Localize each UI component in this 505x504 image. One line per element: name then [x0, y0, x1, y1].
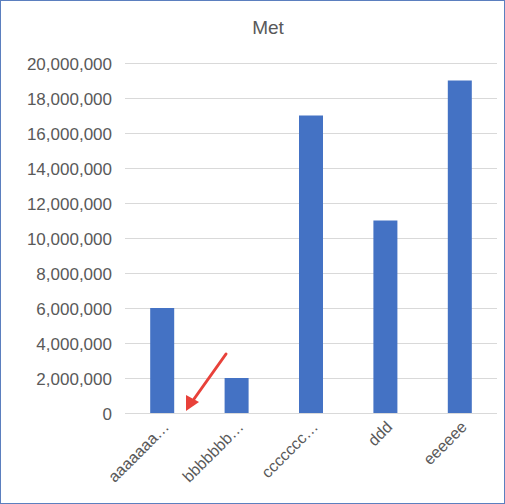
x-tick-label: ddd	[365, 418, 396, 449]
grid-line	[125, 63, 497, 64]
y-tick-label: 6,000,000	[36, 300, 112, 319]
bar	[299, 116, 323, 414]
x-axis: aaaaaaa…bbbbbbb…ccccccc… ddd eeeeee	[105, 418, 470, 485]
y-tick-label: 2,000,000	[36, 370, 112, 389]
bars	[150, 81, 472, 414]
page: {"chart_data": {"type": "bar", "title": …	[0, 0, 505, 504]
x-tick-label: bbbbbbb…	[179, 418, 246, 485]
x-tick-label: aaaaaaa…	[105, 418, 172, 485]
arrow-shaft	[194, 354, 226, 399]
y-tick-label: 12,000,000	[27, 195, 112, 214]
y-tick-label: 8,000,000	[36, 265, 112, 284]
y-tick-label: 18,000,000	[27, 90, 112, 109]
bar	[150, 308, 174, 413]
bar	[225, 378, 249, 413]
x-tick-label: ccccccc…	[258, 418, 321, 481]
y-tick-label: 0	[103, 405, 112, 424]
x-tick-label: eeeeee	[420, 418, 470, 468]
x-axis-line	[125, 413, 497, 414]
chart-frame	[1, 1, 505, 504]
chart-title: Met	[252, 17, 284, 38]
bar	[373, 221, 397, 414]
y-axis: 0 2,000,000 4,000,000 6,000,000 8,000,000 10,…	[27, 55, 112, 424]
y-tick-label: 4,000,000	[36, 335, 112, 354]
y-tick-label: 16,000,000	[27, 125, 112, 144]
y-tick-label: 10,000,000	[27, 230, 112, 249]
y-tick-label: 14,000,000	[27, 160, 112, 179]
grid-line	[125, 98, 497, 99]
bar	[448, 81, 472, 414]
arrow-annotation	[186, 354, 226, 411]
arrow-head	[186, 395, 199, 411]
y-tick-label: 20,000,000	[27, 55, 112, 74]
chart: Met 0 2,000,000 4,000,000 6,000,000 8,000,000…	[0, 0, 505, 504]
